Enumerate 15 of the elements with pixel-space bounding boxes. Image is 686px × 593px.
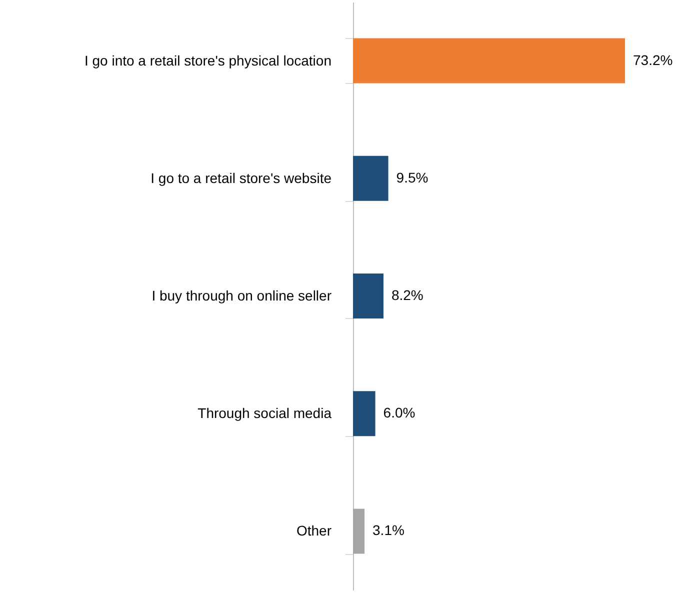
bar [353,508,365,554]
bar [353,391,376,436]
bar [353,156,388,201]
data-label: 3.1% [372,522,404,538]
y-tick-label: I go into a retail store's physical location [84,52,332,68]
bar [353,274,384,318]
data-label: 6.0% [383,404,416,421]
data-label: 73.2% [633,52,673,68]
data-label: 9.5% [396,169,428,186]
y-tick-label: Through social media [198,405,332,422]
y-tick-label: I buy through on online seller [152,288,332,304]
y-tick-label: Other [296,522,332,539]
bar [353,38,625,84]
data-label: 8.2% [391,287,424,303]
y-tick-label: I go to a retail store's website [150,170,332,186]
